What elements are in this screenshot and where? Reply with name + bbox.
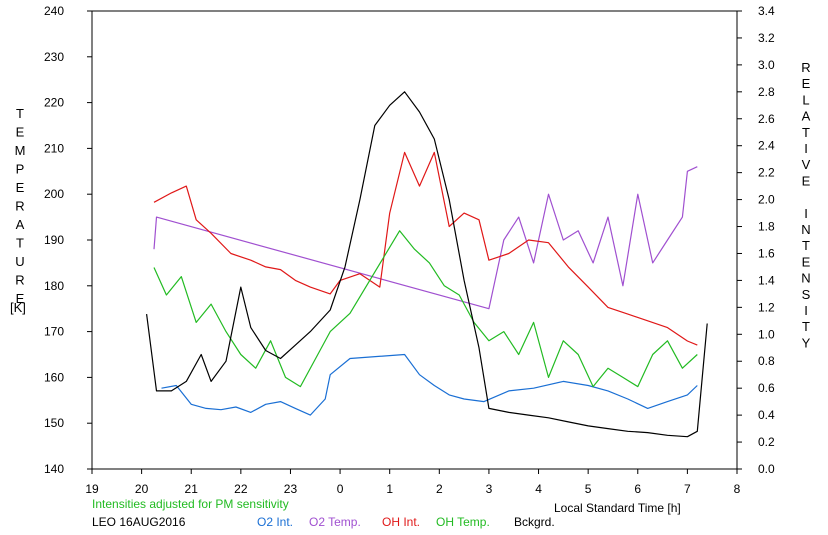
series-line-oh-temp xyxy=(153,230,698,388)
legend-entry: OH Int. xyxy=(382,515,420,529)
x-tick-label: 2 xyxy=(436,482,443,496)
right-tick-label: 3.2 xyxy=(758,31,775,45)
x-tick-label: 7 xyxy=(684,482,691,496)
left-tick-label: 220 xyxy=(44,96,64,110)
right-tick-label: 2.6 xyxy=(758,112,775,126)
x-tick-label: 20 xyxy=(135,482,149,496)
series-line-bckgrd xyxy=(146,91,708,438)
x-tick-label: 8 xyxy=(734,482,741,496)
series-line-oh-int xyxy=(153,151,698,346)
x-tick-label: 22 xyxy=(234,482,248,496)
x-tick-label: 21 xyxy=(185,482,199,496)
right-tick-label: 0.0 xyxy=(758,462,775,476)
station-date-label: LEO 16AUG2016 xyxy=(92,515,186,529)
right-tick-label: 1.6 xyxy=(758,246,775,260)
left-tick-label: 180 xyxy=(44,279,64,293)
left-tick-label: 170 xyxy=(44,325,64,339)
axis-ticks: 1401501601701801902002102202302400.00.20… xyxy=(44,4,775,496)
x-tick-label: 3 xyxy=(486,482,493,496)
legend: O2 Int. O2 Temp. OH Int. OH Temp. Bckgrd. xyxy=(257,515,555,529)
left-tick-label: 230 xyxy=(44,50,64,64)
left-axis-unit: [K] xyxy=(10,300,26,315)
x-axis-label: Local Standard Time [h] xyxy=(554,501,681,515)
right-tick-label: 1.4 xyxy=(758,273,775,287)
right-tick-label: 1.8 xyxy=(758,220,775,234)
x-tick-label: 19 xyxy=(85,482,99,496)
x-tick-label: 6 xyxy=(634,482,641,496)
right-tick-label: 2.8 xyxy=(758,85,775,99)
left-tick-label: 160 xyxy=(44,370,64,384)
right-tick-label: 2.4 xyxy=(758,139,775,153)
x-tick-label: 1 xyxy=(386,482,393,496)
left-tick-label: 150 xyxy=(44,416,64,430)
x-tick-label: 5 xyxy=(585,482,592,496)
right-tick-label: 0.2 xyxy=(758,435,775,449)
right-tick-label: 1.2 xyxy=(758,300,775,314)
right-tick-label: 1.0 xyxy=(758,327,775,341)
legend-entry: O2 Temp. xyxy=(309,515,361,529)
right-tick-label: 0.8 xyxy=(758,354,775,368)
x-tick-label: 4 xyxy=(535,482,542,496)
right-tick-label: 2.2 xyxy=(758,166,775,180)
left-tick-label: 140 xyxy=(44,462,64,476)
x-tick-label: 0 xyxy=(337,482,344,496)
left-tick-label: 210 xyxy=(44,141,64,155)
right-tick-label: 3.0 xyxy=(758,58,775,72)
legend-entry: Bckgrd. xyxy=(514,515,555,529)
x-tick-label: 23 xyxy=(284,482,298,496)
legend-entry: O2 Int. xyxy=(257,515,293,529)
series-line-o2-int xyxy=(161,353,698,416)
legend-entry: OH Temp. xyxy=(436,515,490,529)
right-tick-label: 0.4 xyxy=(758,408,775,422)
left-tick-label: 200 xyxy=(44,187,64,201)
series-line-o2-temp xyxy=(153,166,698,310)
left-tick-label: 240 xyxy=(44,4,64,18)
right-tick-label: 0.6 xyxy=(758,381,775,395)
left-tick-label: 190 xyxy=(44,233,64,247)
pm-sensitivity-note: Intensities adjusted for PM sensitivity xyxy=(92,497,289,511)
right-tick-label: 3.4 xyxy=(758,4,775,18)
data-series xyxy=(146,91,708,438)
right-tick-label: 2.0 xyxy=(758,193,775,207)
